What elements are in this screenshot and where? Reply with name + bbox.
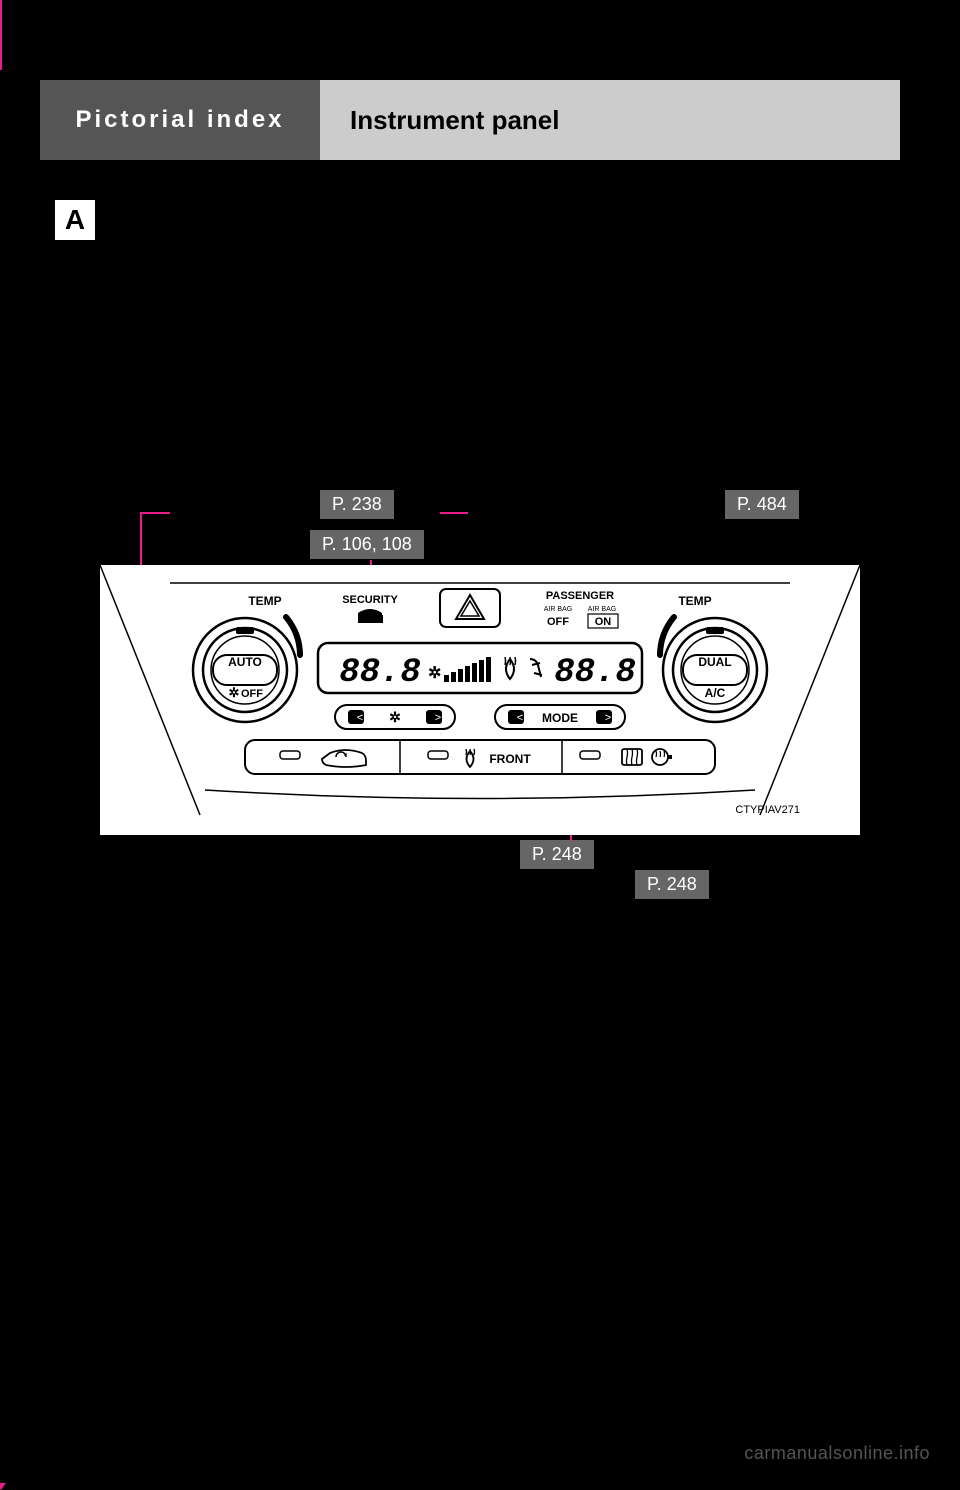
label-airbag-on: ON [595, 616, 612, 628]
front-defrost-button[interactable]: FRONT [428, 749, 531, 767]
fan-icon-left: ✲ [229, 685, 240, 700]
display-temp-right: 88.8 [554, 654, 636, 692]
tab-pictorial-index-label: Pictorial index [75, 106, 284, 134]
section-badge: A [55, 200, 95, 240]
mode-rocker[interactable]: < MODE > [495, 705, 625, 729]
climate-panel-svg: TEMP SECURITY PASSENGER TEMP AIR BAG AIR… [100, 565, 860, 835]
label-front: FRONT [489, 752, 531, 766]
label-ac: A/C [705, 686, 726, 700]
display-temp-left: 88.8 [339, 654, 421, 692]
tab-instrument-panel: Instrument panel [320, 80, 900, 160]
rear-defrost-button[interactable] [580, 749, 672, 765]
climate-display: 88.8 ✲ 88.8 [318, 643, 642, 693]
leader-bracket-outer-top [140, 512, 170, 514]
tab-pictorial-index: Pictorial index [40, 80, 320, 160]
callout-hazard: P. 484 [725, 490, 799, 519]
recirculation-button[interactable] [280, 750, 366, 767]
svg-text:>: > [435, 712, 441, 724]
callout-security-text: P. 106, 108 [322, 534, 412, 554]
label-auto: AUTO [228, 655, 262, 669]
label-temp-right: TEMP [678, 594, 711, 608]
svg-text:✲: ✲ [428, 665, 441, 682]
callout-mirror-defogger-text: P. 248 [647, 874, 697, 894]
label-airbag-off-sm: AIR BAG [544, 606, 572, 613]
leader-hazard-v [0, 0, 2, 70]
label-fan-off: OFF [241, 688, 263, 700]
mirror-defrost-icon [652, 749, 672, 765]
label-security: SECURITY [342, 594, 398, 606]
svg-text:<: < [357, 712, 363, 724]
rear-defrost-icon [622, 749, 642, 765]
label-passenger: PASSENGER [546, 590, 614, 602]
svg-text:>: > [605, 712, 611, 724]
hazard-button[interactable] [440, 589, 500, 627]
label-mode: MODE [542, 711, 578, 725]
temp-dial-right[interactable]: DUAL A/C [660, 617, 767, 722]
recirculation-icon [322, 750, 366, 767]
callout-rear-defogger: P. 248 [520, 840, 594, 869]
callout-hazard-text: P. 484 [737, 494, 787, 514]
fan-speed-bars-icon: ✲ [428, 657, 491, 682]
fan-rocker[interactable]: < ✲ > [335, 705, 455, 729]
fan-icon: ✲ [389, 709, 401, 725]
temp-dial-left[interactable]: AUTO OFF ✲ [193, 617, 300, 722]
front-defrost-icon [466, 749, 475, 767]
section-badge-letter: A [65, 204, 85, 236]
leader-hazard-h [440, 512, 468, 514]
label-temp-left: TEMP [248, 594, 281, 608]
label-dual: DUAL [698, 655, 731, 669]
svg-text:<: < [517, 712, 523, 724]
tab-instrument-panel-label: Instrument panel [350, 105, 559, 136]
climate-panel-figure: TEMP SECURITY PASSENGER TEMP AIR BAG AIR… [100, 565, 860, 835]
callout-mirror-defogger: P. 248 [635, 870, 709, 899]
label-airbag-on-sm: AIR BAG [588, 606, 616, 613]
callout-rear-defogger-text: P. 248 [532, 844, 582, 864]
callout-audio: P. 238 [320, 490, 394, 519]
airflow-icons [505, 657, 542, 679]
figure-code: CTYPIAV271 [735, 804, 800, 816]
callout-audio-text: P. 238 [332, 494, 382, 514]
label-airbag-off: OFF [547, 616, 569, 628]
watermark-text: carmanualsonline.info [744, 1443, 930, 1463]
security-icon [358, 609, 383, 623]
callout-security: P. 106, 108 [310, 530, 424, 559]
watermark: carmanualsonline.info [744, 1443, 930, 1464]
